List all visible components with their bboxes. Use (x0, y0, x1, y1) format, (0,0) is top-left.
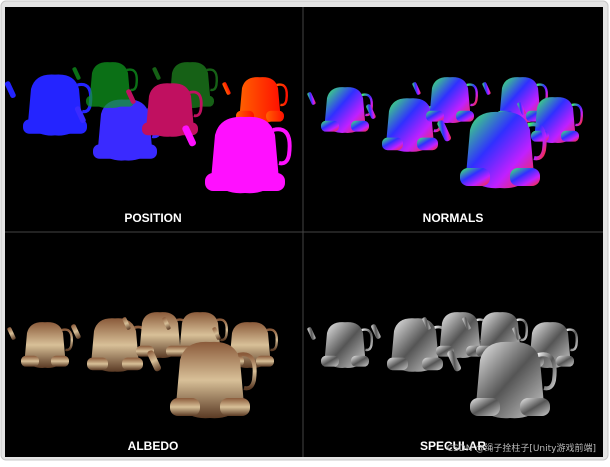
robot (147, 341, 257, 419)
robot (447, 341, 557, 419)
robot (366, 98, 443, 152)
render-art (4, 62, 583, 419)
panel-label: ALBEDO (128, 439, 179, 453)
robot (182, 116, 292, 194)
watermark: CSDN @绳子拴柱子[Unity游戏前端] (447, 442, 596, 454)
panel-label: SPECULAR (420, 439, 486, 453)
panel-label: POSITION (124, 211, 181, 225)
robot (122, 312, 188, 358)
robot (371, 318, 448, 372)
robot (437, 111, 547, 189)
robot (126, 83, 203, 137)
robot (71, 318, 148, 372)
panel-label: NORMALS (423, 211, 484, 225)
robot (307, 87, 373, 133)
robot (307, 322, 373, 368)
robot (412, 77, 478, 123)
robot (7, 322, 73, 368)
